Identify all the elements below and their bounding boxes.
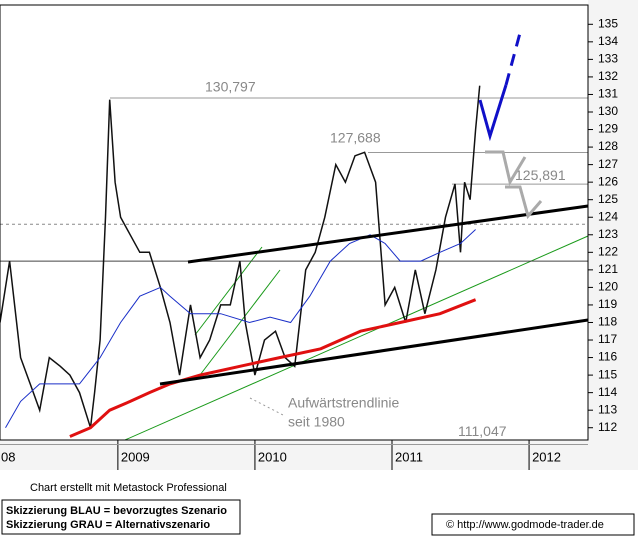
x-tick-label: 2011 xyxy=(395,449,423,464)
y-tick-label: 133 xyxy=(598,52,618,66)
level-label: 111,047 xyxy=(458,423,507,439)
scenario-blue xyxy=(478,84,508,142)
scenario-gray xyxy=(485,150,527,186)
notes-box xyxy=(1,499,241,535)
note: Skizzierung BLAU = bevorzugtes Szenario xyxy=(6,505,227,517)
y-tick-label: 121 xyxy=(598,262,618,276)
x-tick-label: 2012 xyxy=(532,449,561,464)
trend-line-green xyxy=(124,235,589,441)
y-tick-label: 117 xyxy=(598,332,617,346)
y-tick-label: 112 xyxy=(598,420,617,434)
level-label: 125,891 xyxy=(515,167,566,183)
x-tick-label: 2009 xyxy=(121,449,150,464)
annotation: seit 1980 xyxy=(288,414,345,430)
y-tick-label: 114 xyxy=(598,385,617,399)
series-line xyxy=(69,298,477,438)
y-tick-label: 123 xyxy=(598,227,618,241)
scenario-gray xyxy=(505,185,543,220)
overlay: Aufwärtstrendlinie seit 1980 Chart erste… xyxy=(0,4,635,536)
note: Skizzierung GRAU = Alternativszenario xyxy=(6,519,210,531)
y-tick-label: 119 xyxy=(598,297,617,311)
credit: Chart erstellt mit Metastock Professiona… xyxy=(30,482,227,494)
y-tick-label: 129 xyxy=(598,122,618,136)
trend-line xyxy=(187,204,589,264)
y-tick-label: 116 xyxy=(598,350,617,364)
level-label: 130,797 xyxy=(205,79,256,95)
annotation: Aufwärtstrendlinie xyxy=(288,395,399,411)
y-tick-label: 115 xyxy=(598,367,617,381)
trend-line xyxy=(159,318,589,386)
y-tick-label: 118 xyxy=(598,315,617,329)
y-tick-label: 130 xyxy=(598,104,618,118)
plot: 112 113 114 115 116 117 118 119 120 121 122 123 124 1… xyxy=(0,16,618,470)
x-axis-area xyxy=(0,440,638,470)
y-tick-label: 122 xyxy=(598,244,618,258)
source: © http://www.godmode-trader.de xyxy=(446,519,604,531)
source-box xyxy=(431,513,635,536)
x-tick-label: 2010 xyxy=(258,449,287,464)
pointer xyxy=(249,397,286,417)
level-label: 127,688 xyxy=(330,129,381,145)
y-tick-label: 113 xyxy=(598,402,617,416)
y-tick-label: 125 xyxy=(598,192,618,206)
y-tick-label: 120 xyxy=(598,280,618,294)
y-tick-label: 127 xyxy=(598,157,618,171)
channel-line xyxy=(194,246,263,336)
series-line xyxy=(5,229,476,428)
y-tick-label: 124 xyxy=(598,209,618,223)
scenario-blue-dashed xyxy=(504,32,522,86)
y-tick-label: 126 xyxy=(598,174,618,188)
y-tick-label: 132 xyxy=(598,69,618,83)
series-line xyxy=(0,85,481,428)
plot-frame xyxy=(0,4,589,441)
y-axis-area xyxy=(588,0,638,470)
y-tick-label: 134 xyxy=(598,34,618,48)
y-tick-label: 128 xyxy=(598,139,618,153)
channel-line xyxy=(199,269,281,376)
y-tick-label: 135 xyxy=(598,16,618,30)
x-tick-label: 08 xyxy=(1,449,15,464)
y-tick-label: 131 xyxy=(598,87,618,101)
